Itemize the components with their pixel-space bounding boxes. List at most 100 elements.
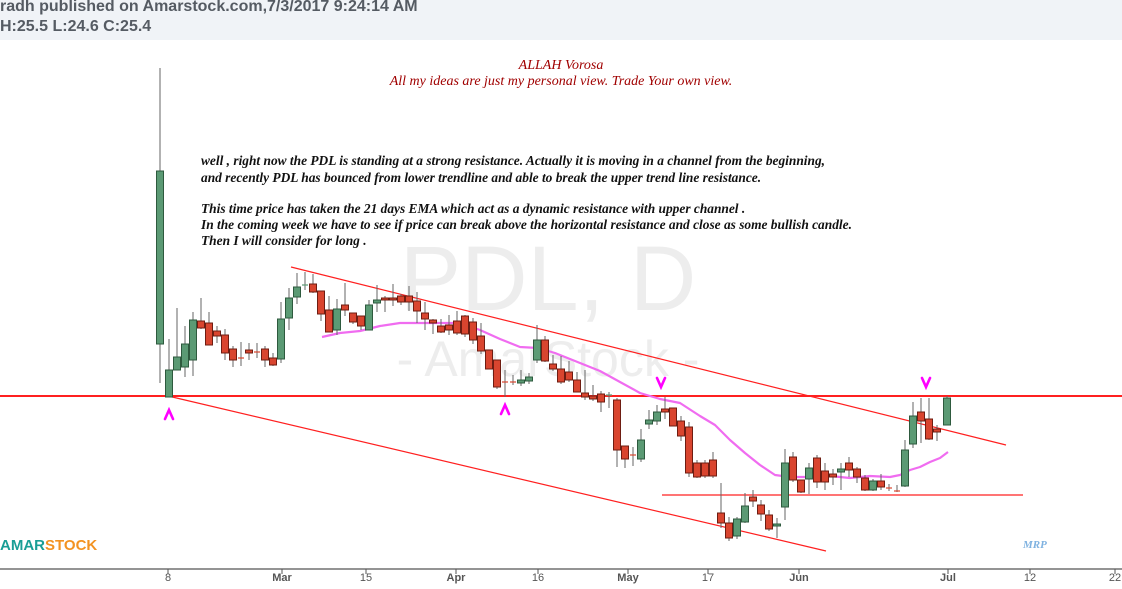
candle — [877, 474, 885, 490]
candle — [205, 312, 213, 346]
markers — [163, 376, 932, 421]
ema-line — [321, 321, 949, 480]
candle — [477, 323, 485, 354]
candle — [397, 294, 405, 305]
logo-part-amar: AMAR — [0, 537, 45, 554]
up-caret-marker-icon — [163, 406, 175, 421]
candle — [173, 308, 181, 371]
candle — [557, 356, 565, 384]
x-tick-label: 17 — [701, 572, 715, 584]
note-line-1: well , right now the PDL is standing at … — [201, 153, 825, 168]
candle — [630, 447, 636, 466]
candle — [365, 300, 373, 331]
candle — [853, 467, 861, 483]
candle — [333, 299, 341, 335]
candle — [213, 326, 221, 343]
candle — [389, 284, 397, 306]
candle — [549, 355, 557, 371]
candle — [461, 315, 469, 337]
x-tick-label: May — [617, 572, 639, 584]
candle — [813, 455, 821, 488]
candle — [197, 298, 205, 329]
published-info: radh published on Amarstock.com,7/3/2017… — [0, 0, 418, 15]
candle — [317, 290, 325, 321]
candle — [613, 398, 621, 467]
candle — [685, 422, 693, 477]
candle — [238, 342, 244, 366]
candle — [829, 469, 837, 485]
candle — [413, 292, 421, 323]
logo-part-stock: STOCK — [45, 537, 98, 554]
candle — [341, 283, 349, 316]
ema21-line — [321, 321, 949, 480]
candle — [229, 346, 237, 367]
down-caret-marker-icon — [655, 376, 667, 391]
candle — [349, 312, 357, 324]
x-tick-label: Mar — [272, 572, 292, 584]
candle — [573, 372, 581, 393]
candle — [485, 349, 493, 370]
x-tick-label: Jun — [789, 572, 809, 584]
candle — [405, 286, 413, 311]
candle — [597, 391, 605, 412]
candle — [725, 517, 733, 541]
candle — [189, 312, 197, 376]
candle — [717, 483, 725, 528]
candle — [302, 272, 308, 290]
candle — [469, 318, 477, 344]
candle — [437, 319, 445, 333]
candle — [254, 343, 260, 358]
candle — [701, 460, 709, 478]
lower-channel-line[interactable] — [167, 395, 827, 552]
candle — [797, 479, 805, 493]
candle — [886, 484, 892, 491]
note-title: ALLAH Vorosa — [518, 58, 604, 73]
candle — [749, 490, 757, 507]
candle — [309, 274, 317, 293]
candle — [445, 315, 453, 335]
candle — [510, 375, 516, 385]
candle — [709, 452, 717, 478]
candle — [845, 457, 853, 477]
candle — [581, 370, 589, 400]
candle — [277, 302, 285, 363]
candle — [773, 518, 781, 538]
candle — [589, 385, 597, 401]
candle — [645, 410, 653, 429]
candle — [909, 402, 917, 448]
candle — [837, 463, 845, 490]
x-tick-label: 8 — [164, 572, 172, 584]
x-tick-label: 15 — [359, 572, 373, 584]
candle — [156, 68, 164, 383]
candle — [421, 302, 429, 330]
down-caret-marker-icon — [920, 376, 932, 391]
author-signature: MRP — [1023, 539, 1047, 551]
candle — [373, 285, 381, 312]
candle — [925, 398, 933, 440]
x-tick-label: 16 — [531, 572, 545, 584]
candle — [621, 445, 629, 468]
candle — [901, 440, 909, 487]
x-tick-label: Jul — [940, 572, 956, 584]
candle — [741, 493, 749, 523]
x-axis-ticks — [167, 569, 1116, 574]
candle — [181, 326, 189, 377]
candle — [821, 463, 829, 490]
candle — [606, 392, 612, 408]
x-tick-label: Apr — [446, 572, 466, 584]
ohlc-readout: H:25.5 L:24.6 C:25.4 — [0, 18, 152, 35]
candle — [502, 370, 508, 397]
candle — [765, 510, 773, 531]
candle — [357, 315, 365, 330]
candle — [733, 517, 741, 539]
candle — [525, 373, 533, 384]
candle — [269, 353, 277, 366]
candle — [653, 405, 661, 425]
up-caret-marker-icon — [499, 401, 511, 416]
candle — [429, 319, 437, 334]
candle — [221, 329, 229, 360]
candle — [869, 479, 877, 491]
candle — [565, 361, 573, 382]
candle — [533, 325, 541, 363]
